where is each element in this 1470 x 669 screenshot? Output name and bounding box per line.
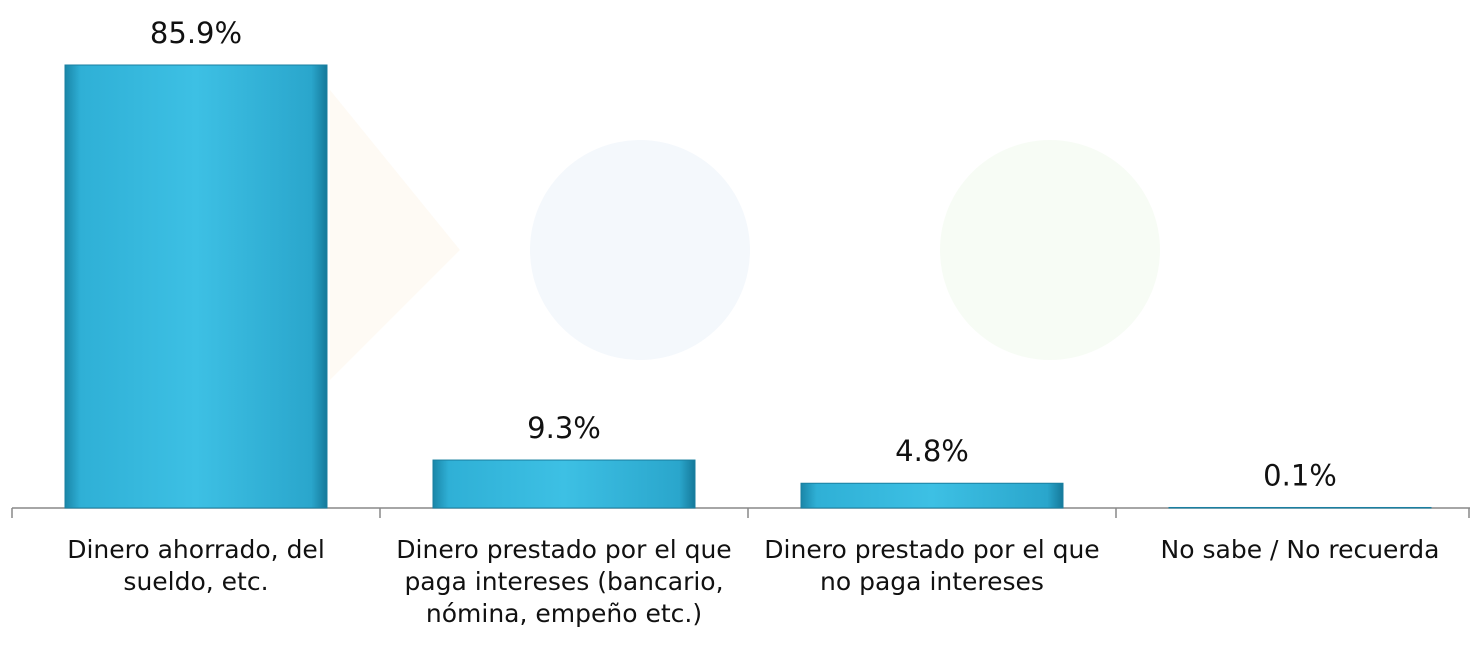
- watermark: [330, 90, 1160, 380]
- bar: [1168, 506, 1432, 509]
- bar: [432, 459, 696, 509]
- x-tick-label: No sabe / No recuerda: [1160, 535, 1440, 564]
- x-tick-label: Dinero prestado por el que no paga inter…: [764, 535, 1100, 596]
- x-tick-label: Dinero prestado por el que paga interese…: [396, 535, 732, 628]
- value-label: 85.9%: [150, 16, 242, 50]
- x-tick-label: Dinero ahorrado, del sueldo, etc.: [67, 535, 325, 596]
- bar: [800, 482, 1064, 509]
- value-label: 4.8%: [895, 434, 969, 468]
- value-label: 9.3%: [527, 411, 601, 445]
- bar: [64, 64, 328, 509]
- value-label: 0.1%: [1263, 458, 1337, 492]
